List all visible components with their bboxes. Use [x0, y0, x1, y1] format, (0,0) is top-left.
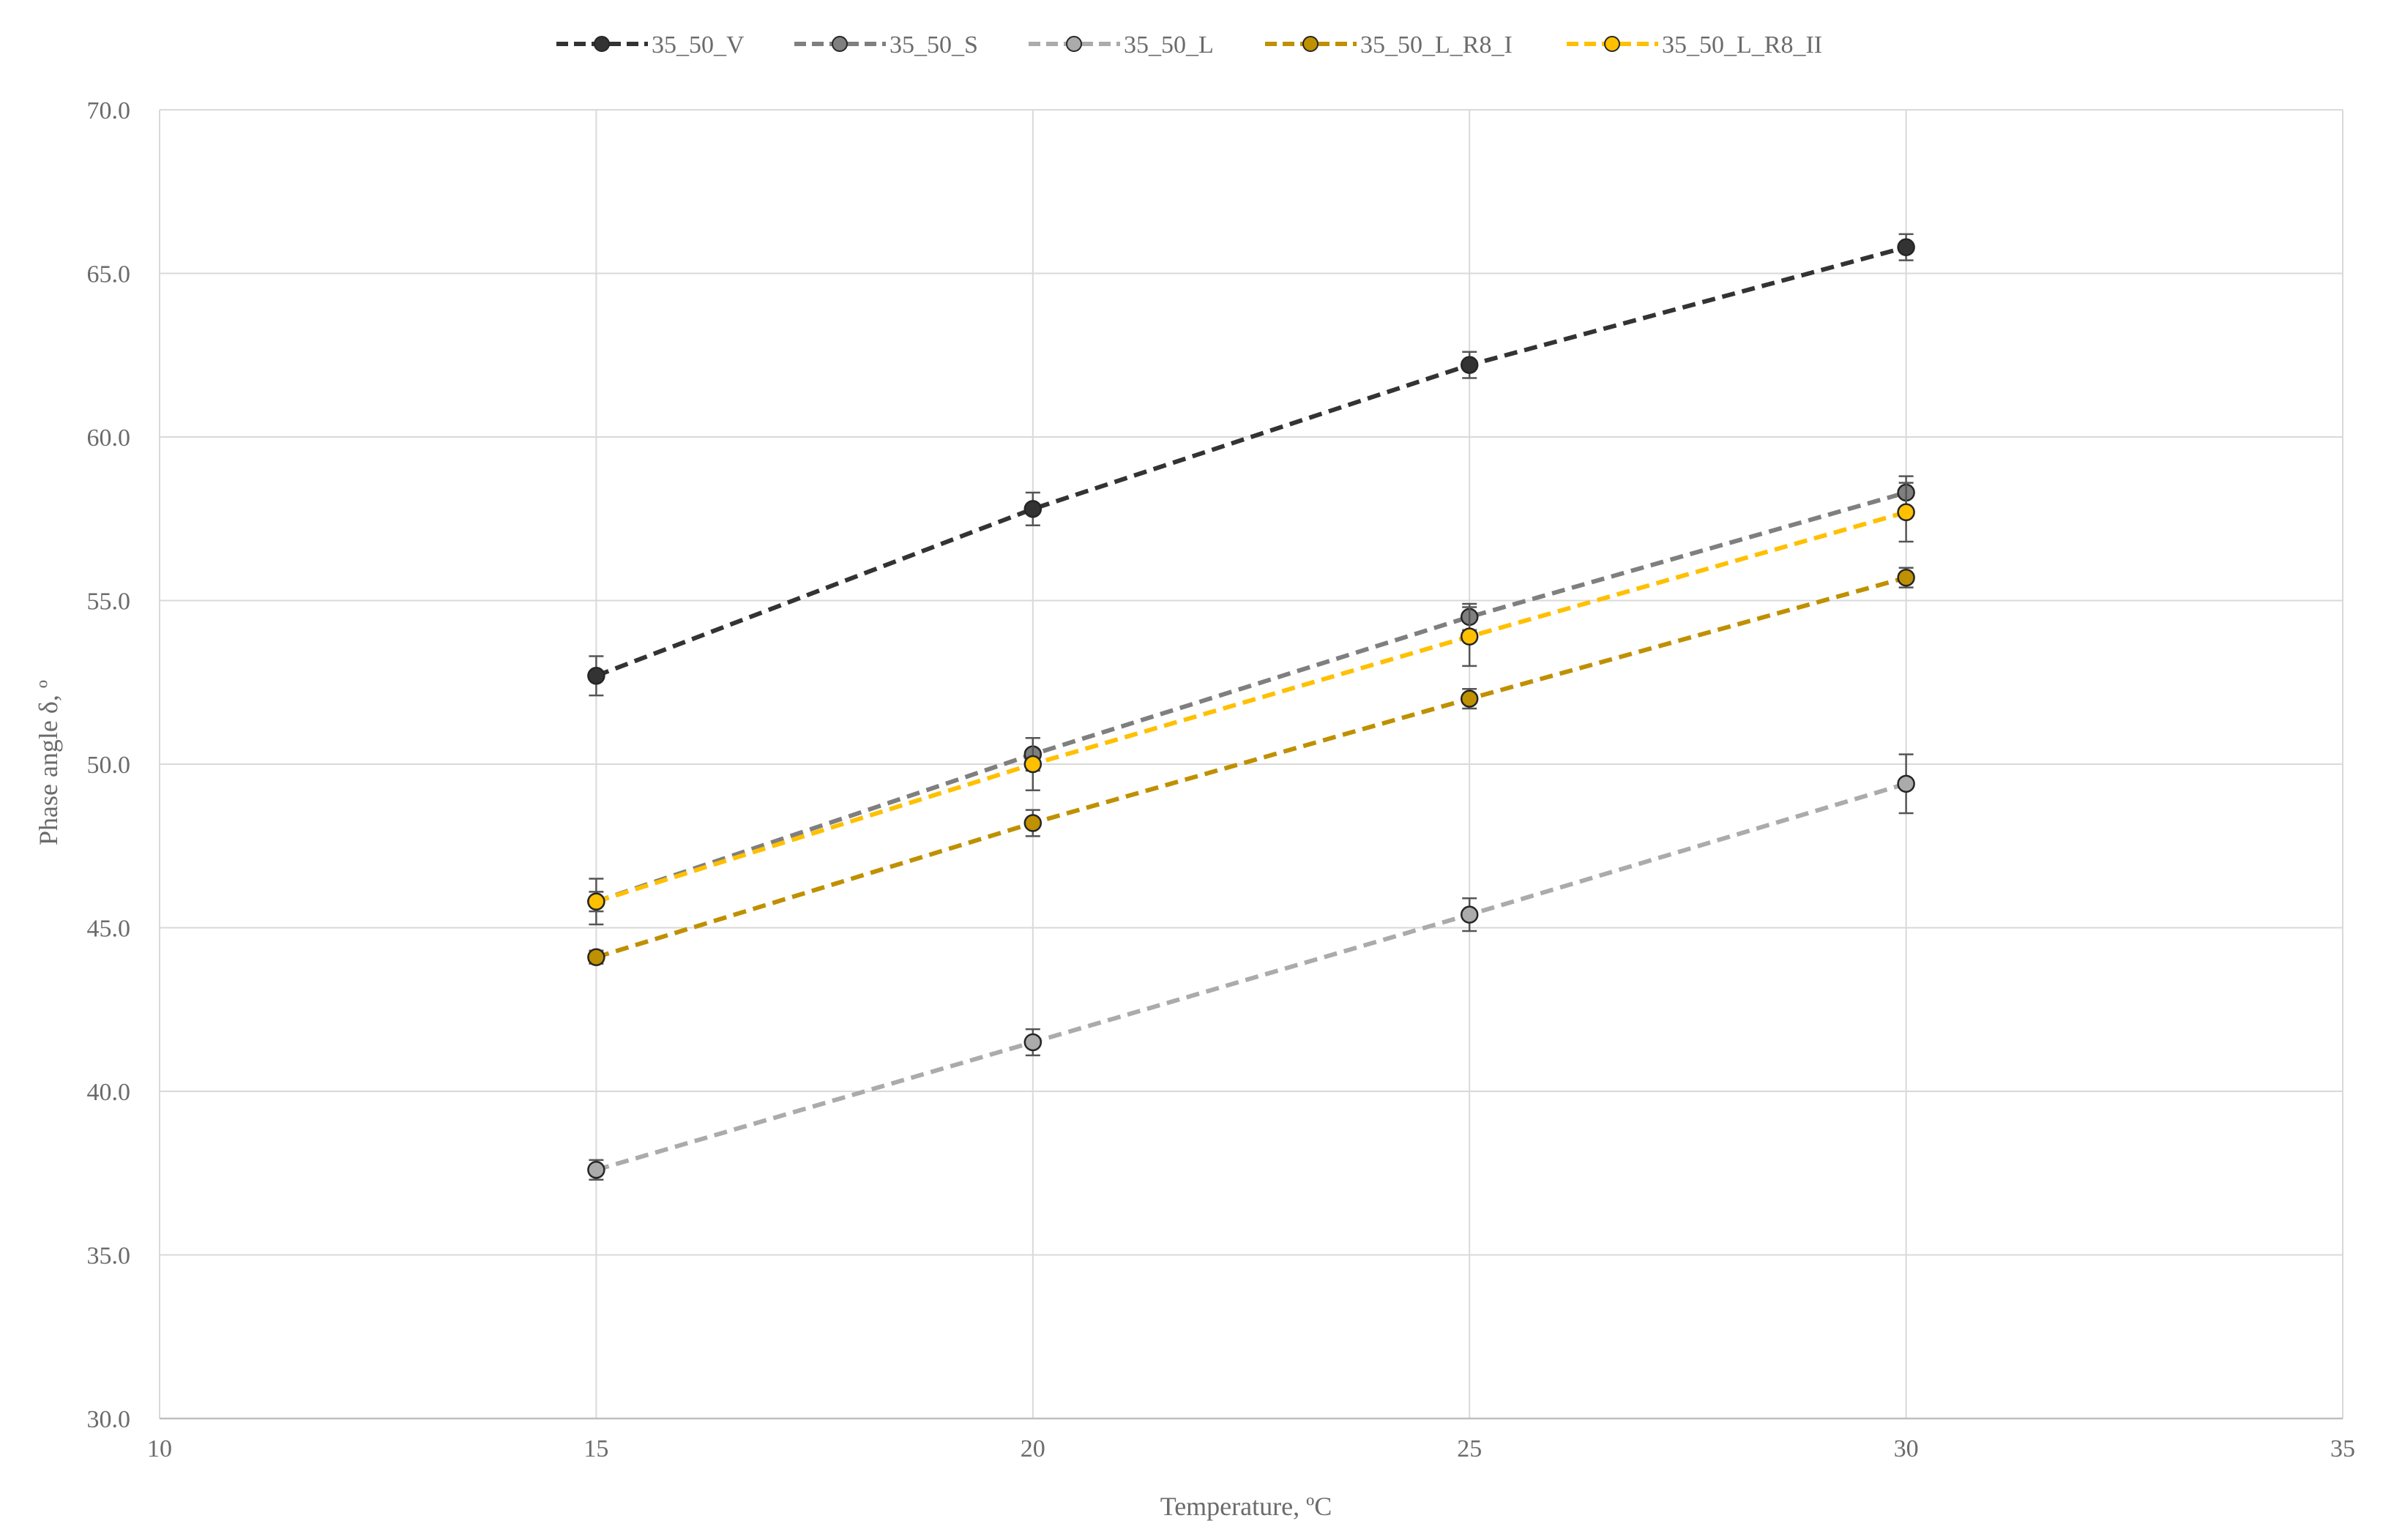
data-point	[1023, 755, 1043, 774]
y-tick-label: 55.0	[87, 588, 131, 616]
legend-label: 35_50_L	[1124, 31, 1214, 59]
data-point	[1460, 689, 1479, 708]
data-point	[1460, 627, 1479, 646]
legend-swatch-marker	[1066, 36, 1082, 52]
legend-item-35_50_L_R8_I: 35_50_L_R8_I	[1265, 31, 1513, 59]
legend-item-35_50_L: 35_50_L	[1029, 31, 1214, 59]
x-tick-label: 10	[147, 1435, 172, 1462]
data-point	[1897, 568, 1915, 587]
y-tick-label: 30.0	[87, 1406, 131, 1433]
data-point	[1460, 356, 1479, 374]
series-35_50_L_R8_II	[587, 482, 1915, 913]
y-tick-label: 65.0	[87, 261, 131, 288]
data-point	[1023, 814, 1043, 832]
x-tick-label: 15	[583, 1435, 608, 1462]
data-point	[1897, 774, 1915, 793]
series-line	[595, 781, 1907, 1173]
axes: 30.0 35.0 40.0 45.0 50.0 55.0 60.0 65.0 70.0 10 15…	[87, 97, 2356, 1462]
data-point	[1897, 238, 1915, 256]
series-35_50_V	[587, 233, 1915, 697]
series-line	[595, 575, 1907, 960]
legend-swatch-marker	[594, 36, 610, 52]
series-line	[595, 244, 1907, 679]
x-axis-title: Temperature, ºC	[1160, 1492, 1332, 1521]
series-35_50_L_R8_I	[587, 567, 1915, 966]
x-tick-label: 30	[1894, 1435, 1919, 1462]
x-tick-label: 20	[1021, 1435, 1045, 1462]
legend-label: 35_50_V	[652, 31, 745, 59]
y-tick-label: 70.0	[87, 97, 131, 124]
data-point	[587, 667, 605, 685]
data-point	[587, 1161, 605, 1179]
data-point	[1460, 905, 1479, 924]
legend-item-35_50_V: 35_50_V	[556, 31, 745, 59]
data-point	[587, 948, 605, 966]
y-tick-label: 60.0	[87, 425, 131, 452]
series-line	[595, 490, 1907, 904]
legend-label: 35_50_L_R8_I	[1360, 31, 1513, 59]
legend-item-35_50_S: 35_50_S	[794, 31, 978, 59]
data-point	[1897, 503, 1915, 522]
legend-item-35_50_L_R8_II: 35_50_L_R8_II	[1567, 31, 1822, 59]
y-tick-label: 40.0	[87, 1079, 131, 1106]
data-point	[1023, 1033, 1043, 1052]
series-35_50_L	[587, 753, 1915, 1181]
legend: 35_50_V 35_50_S 35_50_L 35_50_L_R8_I 35_50_L…	[556, 31, 1822, 59]
x-tick-label: 25	[1457, 1435, 1482, 1462]
series-line	[595, 509, 1907, 904]
data-point	[1023, 500, 1043, 518]
y-tick-label: 50.0	[87, 752, 131, 779]
y-tick-label: 45.0	[87, 916, 131, 943]
x-tick-label: 35	[2330, 1435, 2355, 1462]
legend-swatch-marker	[1604, 36, 1620, 52]
grid-lines	[159, 109, 2343, 1419]
y-tick-label: 35.0	[87, 1243, 131, 1270]
data-point	[587, 892, 605, 911]
legend-swatch-marker	[832, 36, 848, 52]
legend-label: 35_50_L_R8_II	[1662, 31, 1822, 59]
legend-swatch-marker	[1302, 36, 1319, 52]
legend-label: 35_50_S	[890, 31, 978, 59]
series-lines	[587, 233, 1915, 1181]
y-axis-title: Phase angle δ, º	[34, 680, 63, 845]
